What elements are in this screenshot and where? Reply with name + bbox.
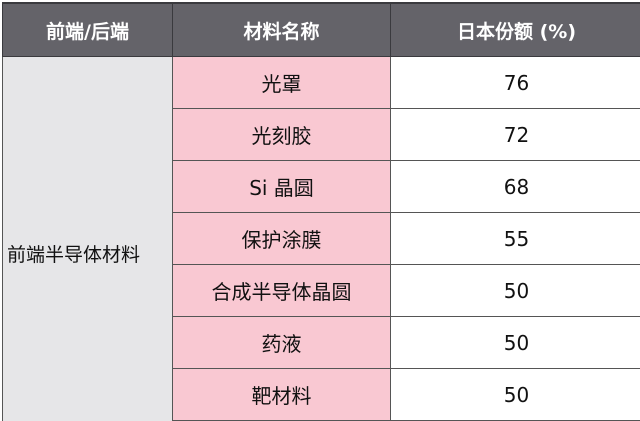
material-cell: 药液	[172, 316, 391, 369]
header-row: 前端/后端 材料名称 日本份额 (%)	[2, 2, 640, 57]
material-cell: 靶材料	[172, 368, 391, 421]
group-label: 前端半导体材料	[2, 56, 173, 421]
table-row: 靶材料 50	[3, 368, 640, 421]
share-cell: 50	[390, 368, 640, 421]
table-row: 药液 50	[3, 316, 640, 369]
table-row: 合成半导体晶圆 50	[3, 264, 640, 317]
header-material: 材料名称	[172, 2, 391, 57]
material-cell: 光罩	[172, 56, 391, 109]
table-row: 保护涂膜 55	[3, 212, 640, 265]
share-cell: 50	[390, 316, 640, 369]
share-cell: 72	[390, 108, 640, 161]
table-row: 前端半导体材料 光罩 76	[2, 56, 640, 421]
share-cell: 68	[390, 160, 640, 213]
share-cell: 55	[390, 212, 640, 265]
material-cell: 合成半导体晶圆	[172, 264, 391, 317]
material-cell: 光刻胶	[172, 108, 391, 161]
header-segment: 前端/后端	[2, 2, 173, 57]
material-cell: Si 晶圆	[172, 160, 391, 213]
share-cell: 76	[390, 56, 640, 109]
header-share: 日本份额 (%)	[390, 2, 640, 57]
share-cell: 50	[390, 264, 640, 317]
table-row: Si 晶圆 68	[3, 160, 640, 213]
material-cell: 保护涂膜	[172, 212, 391, 265]
